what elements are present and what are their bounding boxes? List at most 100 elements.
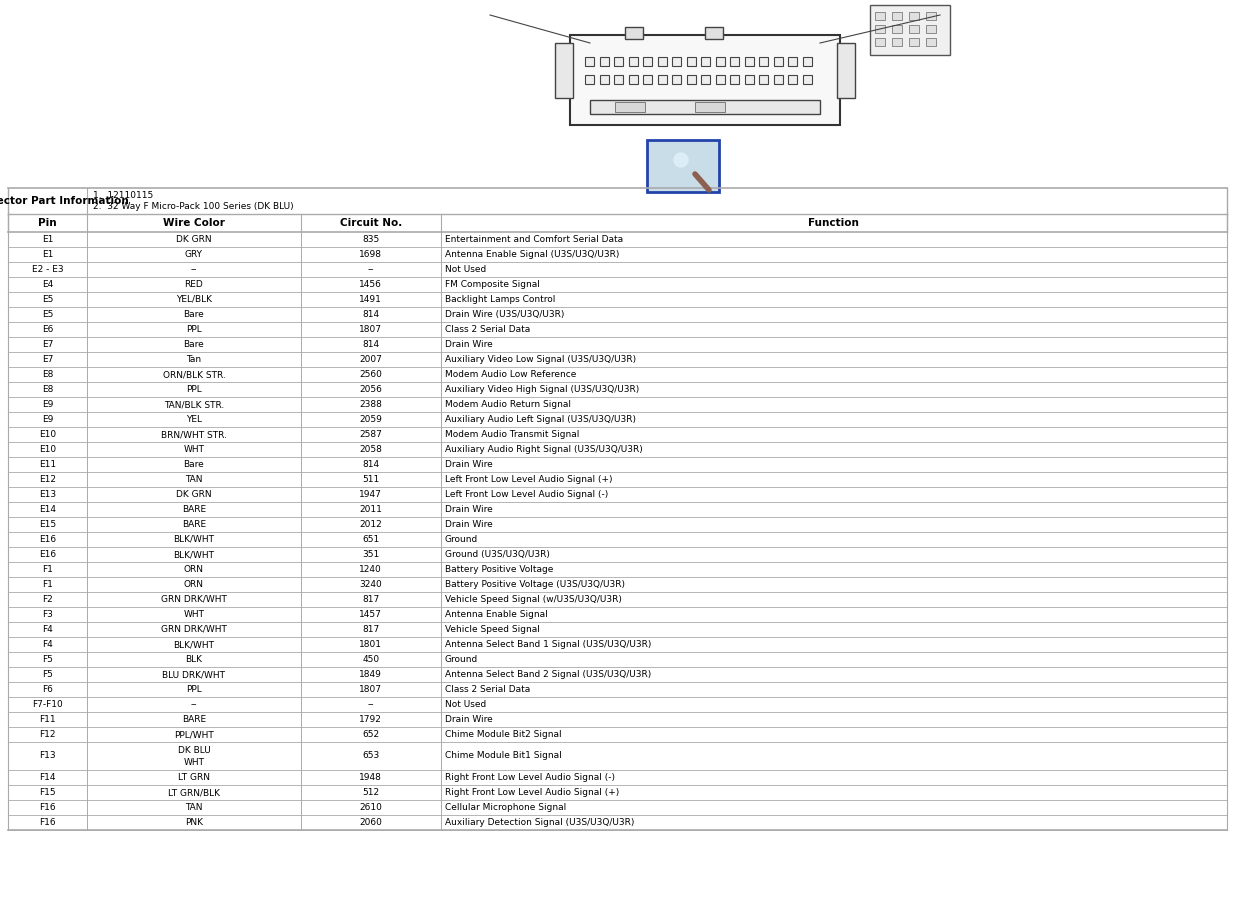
Text: Backlight Lamps Control: Backlight Lamps Control [445, 295, 555, 304]
Text: ORN: ORN [184, 580, 204, 589]
Text: E9: E9 [42, 400, 53, 409]
Text: Auxiliary Detection Signal (U3S/U3Q/U3R): Auxiliary Detection Signal (U3S/U3Q/U3R) [445, 818, 634, 827]
FancyBboxPatch shape [643, 57, 652, 66]
Text: F1: F1 [42, 565, 53, 574]
Text: 511: 511 [362, 475, 379, 484]
FancyBboxPatch shape [926, 12, 936, 20]
Text: 3240: 3240 [359, 580, 382, 589]
Text: F15: F15 [40, 788, 56, 797]
Text: RED: RED [184, 280, 204, 289]
Text: 2012: 2012 [359, 520, 382, 529]
FancyBboxPatch shape [876, 38, 885, 46]
Text: 653: 653 [362, 752, 379, 760]
Text: Drain Wire: Drain Wire [445, 460, 493, 469]
FancyBboxPatch shape [687, 57, 695, 66]
Text: GRN DRK/WHT: GRN DRK/WHT [161, 625, 227, 634]
FancyBboxPatch shape [715, 75, 725, 84]
Text: --: -- [367, 700, 374, 709]
FancyBboxPatch shape [701, 57, 710, 66]
Text: Connector Part Information: Connector Part Information [0, 196, 128, 206]
Text: 651: 651 [362, 535, 379, 544]
Text: F5: F5 [42, 655, 53, 664]
FancyBboxPatch shape [926, 38, 936, 46]
FancyBboxPatch shape [909, 12, 919, 20]
Circle shape [674, 153, 688, 167]
Text: Auxiliary Audio Left Signal (U3S/U3Q/U3R): Auxiliary Audio Left Signal (U3S/U3Q/U3R… [445, 415, 636, 424]
Text: Drain Wire: Drain Wire [445, 505, 493, 514]
FancyBboxPatch shape [701, 75, 710, 84]
Text: E16: E16 [40, 550, 56, 559]
FancyBboxPatch shape [629, 57, 637, 66]
Text: 1801: 1801 [359, 640, 382, 649]
Text: 351: 351 [362, 550, 379, 559]
Text: 817: 817 [362, 625, 379, 634]
Text: 2560: 2560 [359, 370, 382, 379]
Text: Modem Audio Transmit Signal: Modem Audio Transmit Signal [445, 430, 579, 439]
FancyBboxPatch shape [555, 43, 573, 98]
Text: 2007: 2007 [359, 355, 382, 364]
Text: Drain Wire (U3S/U3Q/U3R): Drain Wire (U3S/U3Q/U3R) [445, 310, 564, 319]
Text: BLK/WHT: BLK/WHT [173, 550, 215, 559]
Text: E15: E15 [40, 520, 56, 529]
FancyBboxPatch shape [745, 75, 753, 84]
Text: 652: 652 [362, 730, 379, 739]
Text: 2.  32 Way F Micro-Pack 100 Series (DK BLU): 2. 32 Way F Micro-Pack 100 Series (DK BL… [93, 202, 294, 211]
FancyBboxPatch shape [599, 57, 609, 66]
Text: E8: E8 [42, 370, 53, 379]
Text: GRN DRK/WHT: GRN DRK/WHT [161, 595, 227, 604]
FancyBboxPatch shape [590, 100, 820, 114]
Text: DK GRN: DK GRN [177, 235, 211, 244]
Text: E7: E7 [42, 340, 53, 349]
FancyBboxPatch shape [715, 57, 725, 66]
Text: YEL: YEL [186, 415, 201, 424]
Text: Drain Wire: Drain Wire [445, 520, 493, 529]
Text: F3: F3 [42, 610, 53, 619]
Text: E12: E12 [40, 475, 56, 484]
FancyBboxPatch shape [745, 57, 753, 66]
FancyBboxPatch shape [876, 25, 885, 33]
Text: Tan: Tan [186, 355, 201, 364]
Text: WHT: WHT [183, 610, 205, 619]
FancyBboxPatch shape [730, 75, 739, 84]
FancyBboxPatch shape [657, 75, 667, 84]
Text: Antenna Enable Signal (U3S/U3Q/U3R): Antenna Enable Signal (U3S/U3Q/U3R) [445, 250, 619, 259]
Text: F14: F14 [40, 773, 56, 782]
FancyBboxPatch shape [760, 75, 768, 84]
Text: Pin: Pin [38, 218, 57, 228]
Text: 1491: 1491 [359, 295, 382, 304]
FancyBboxPatch shape [730, 57, 739, 66]
FancyBboxPatch shape [788, 75, 797, 84]
Text: Not Used: Not Used [445, 265, 487, 274]
FancyBboxPatch shape [695, 102, 725, 112]
FancyBboxPatch shape [837, 43, 855, 98]
FancyBboxPatch shape [599, 75, 609, 84]
Text: 1807: 1807 [359, 685, 382, 694]
Text: Right Front Low Level Audio Signal (+): Right Front Low Level Audio Signal (+) [445, 788, 619, 797]
Text: Wire Color: Wire Color [163, 218, 225, 228]
Text: TAN: TAN [185, 803, 203, 812]
FancyBboxPatch shape [803, 57, 811, 66]
FancyBboxPatch shape [892, 12, 902, 20]
Text: BLK/WHT: BLK/WHT [173, 640, 215, 649]
FancyBboxPatch shape [909, 38, 919, 46]
Text: F16: F16 [40, 818, 56, 827]
Text: Right Front Low Level Audio Signal (-): Right Front Low Level Audio Signal (-) [445, 773, 615, 782]
Text: Antenna Select Band 2 Signal (U3S/U3Q/U3R): Antenna Select Band 2 Signal (U3S/U3Q/U3… [445, 670, 651, 679]
Text: E1: E1 [42, 250, 53, 259]
Text: 814: 814 [362, 340, 379, 349]
FancyBboxPatch shape [614, 75, 622, 84]
Text: E14: E14 [40, 505, 56, 514]
Text: 2011: 2011 [359, 505, 382, 514]
Text: 814: 814 [362, 310, 379, 319]
Text: E6: E6 [42, 325, 53, 334]
FancyBboxPatch shape [876, 12, 885, 20]
Text: 817: 817 [362, 595, 379, 604]
Text: Antenna Select Band 1 Signal (U3S/U3Q/U3R): Antenna Select Band 1 Signal (U3S/U3Q/U3… [445, 640, 651, 649]
Text: Battery Positive Voltage (U3S/U3Q/U3R): Battery Positive Voltage (U3S/U3Q/U3R) [445, 580, 625, 589]
Text: Chime Module Bit1 Signal: Chime Module Bit1 Signal [445, 752, 562, 760]
Text: 835: 835 [362, 235, 379, 244]
Text: Entertainment and Comfort Serial Data: Entertainment and Comfort Serial Data [445, 235, 622, 244]
Text: 2388: 2388 [359, 400, 382, 409]
Text: PPL: PPL [186, 325, 201, 334]
FancyBboxPatch shape [909, 25, 919, 33]
